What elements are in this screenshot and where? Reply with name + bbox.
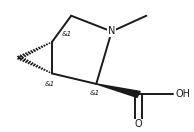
Text: &1: &1: [45, 81, 55, 87]
Polygon shape: [96, 84, 140, 97]
Text: &1: &1: [62, 31, 72, 37]
Text: N: N: [108, 27, 115, 36]
Text: OH: OH: [175, 89, 190, 99]
Text: &1: &1: [89, 91, 100, 96]
Text: O: O: [135, 119, 142, 129]
